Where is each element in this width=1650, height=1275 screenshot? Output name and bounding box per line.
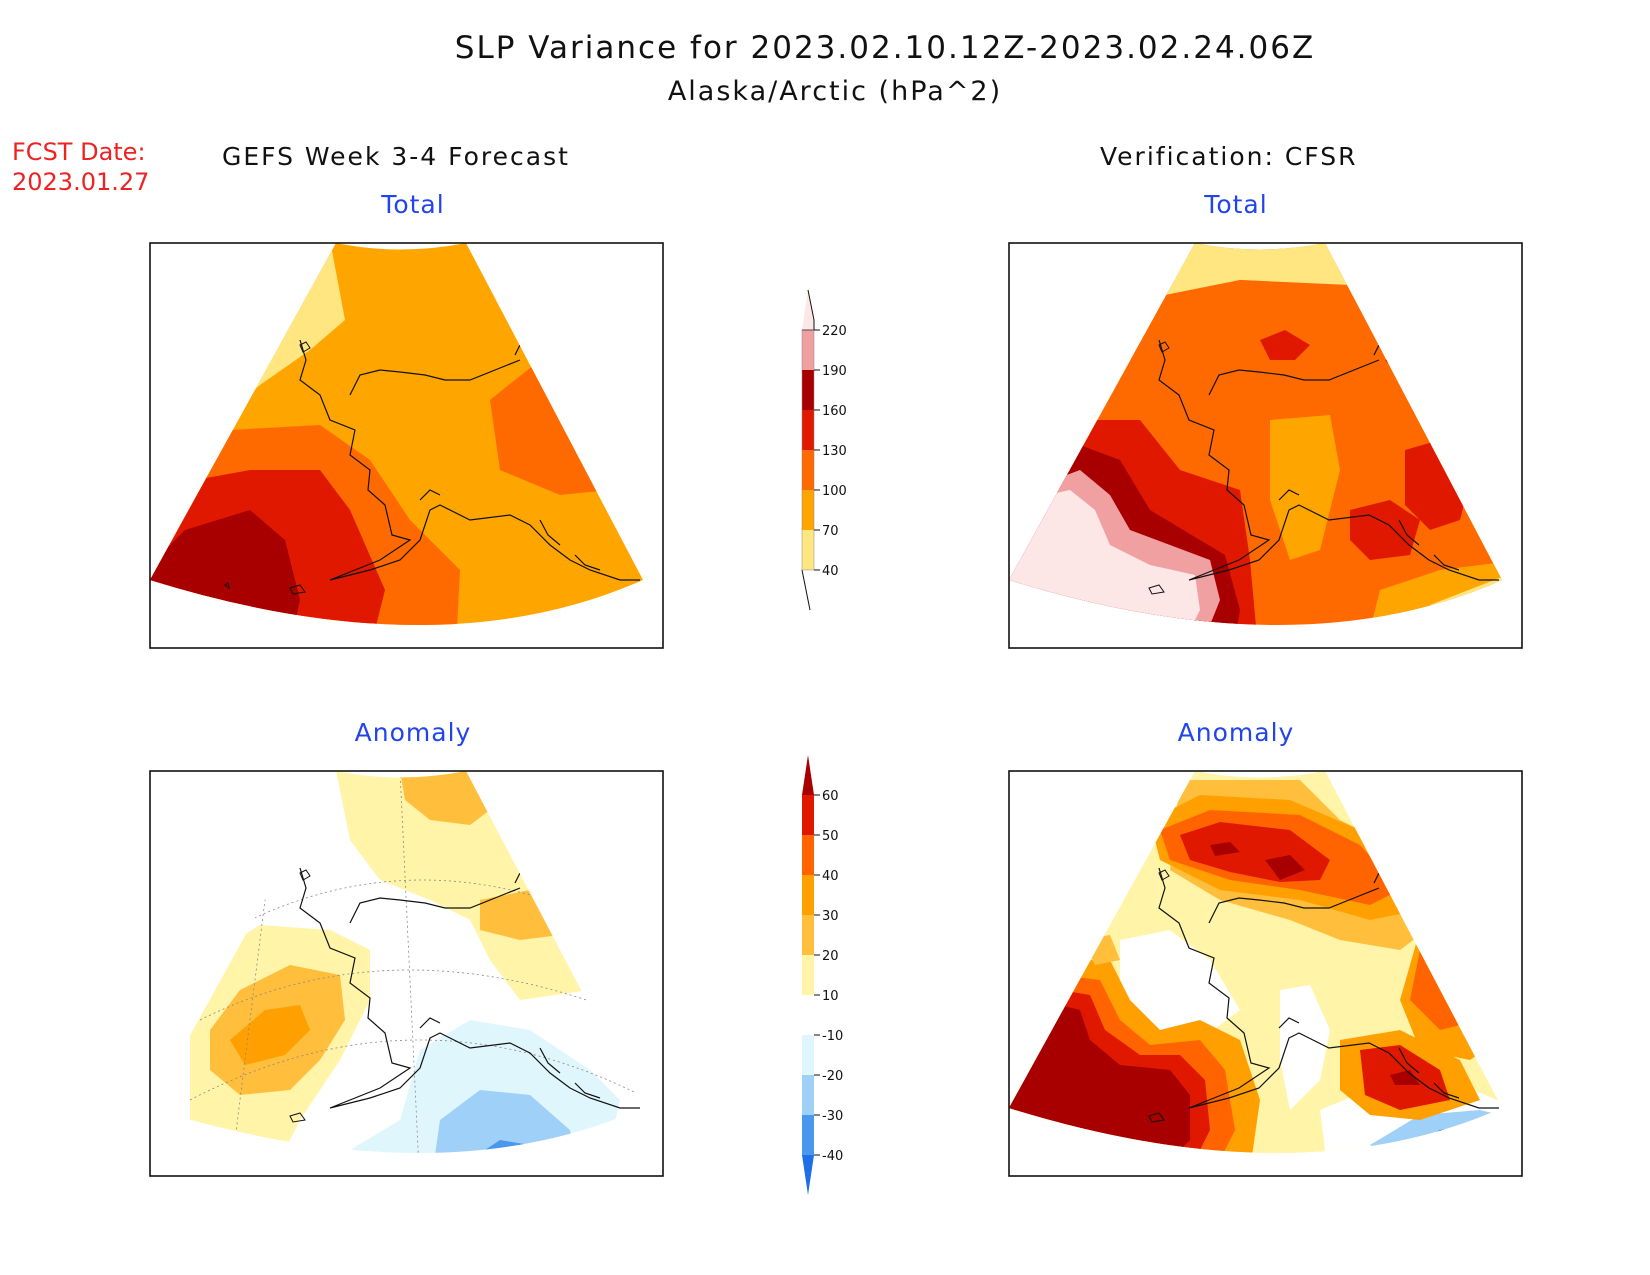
colorbar-tick-label: 190	[822, 364, 847, 379]
colorbar-swatch	[802, 490, 814, 530]
colorbar-tick-label: -20	[822, 1069, 843, 1084]
colorbar-swatch	[802, 450, 814, 490]
colorbar-tick-label: -30	[822, 1109, 843, 1124]
colorbar-tick-label: 130	[822, 444, 847, 459]
coastline	[299, 867, 640, 1109]
verification-anomaly-frame	[1008, 770, 1523, 1177]
forecast-total-frame	[149, 242, 664, 649]
fill-70-100-centre	[1270, 415, 1340, 560]
coastline	[1158, 867, 1499, 1109]
colorbar-tick-label: 100	[822, 484, 847, 499]
colorbar-tick-label: 40	[822, 869, 839, 884]
colorbar-top-arrow	[802, 289, 815, 331]
fill-130-160-north	[1260, 330, 1310, 360]
fill-20-30-north	[400, 771, 490, 825]
forecast-column-heading: GEFS Week 3-4 Forecast	[222, 142, 570, 171]
forecast-anomaly-frame	[149, 770, 664, 1177]
colorbar-swatch	[802, 1035, 814, 1075]
colorbar-tick-label: 30	[822, 909, 839, 924]
colorbar-swatch	[802, 1075, 814, 1115]
colorbar-tick-label: 160	[822, 404, 847, 419]
anomaly-colorbar: -40 -30 -20 -10 10 20 30 40 50 60	[802, 755, 843, 1195]
fill-minus20-minus30	[430, 1090, 580, 1153]
fill-10-20-north	[336, 771, 590, 1000]
verification-total-title: Total	[1204, 190, 1268, 219]
map-title: SLP Variance for 2023.02.10.12Z-2023.02.…	[454, 30, 1316, 66]
colorbar-swatch	[802, 835, 814, 875]
verification-anomaly-title: Anomaly	[1177, 718, 1295, 747]
verification-total-frame	[1008, 242, 1523, 649]
colorbar-swatch	[802, 795, 814, 835]
coastline	[1158, 339, 1499, 581]
colorbar-swatch	[802, 330, 814, 370]
colorbar-tick-label: 50	[822, 829, 839, 844]
colorbar-tick-label: 40	[822, 564, 839, 579]
colorbar-tick-label: 20	[822, 949, 839, 964]
colorbar-swatch	[802, 875, 814, 915]
colorbar-swatch	[802, 995, 814, 1035]
colorbar-tick-label: -40	[822, 1149, 843, 1164]
colorbar-swatch	[802, 955, 814, 995]
colorbar-swatch	[802, 915, 814, 955]
colorbar-tick-label: -10	[822, 1029, 843, 1044]
verification-anomaly-map	[1008, 770, 1523, 1177]
fill-30-40-west	[230, 1005, 310, 1065]
colorbar-tick-label: 10	[822, 989, 839, 1004]
colorbar-swatch	[802, 1115, 814, 1155]
forecast-anomaly-map	[149, 770, 664, 1177]
colorbar-tick-label: 60	[822, 789, 839, 804]
colorbar-swatch	[802, 410, 814, 450]
forecast-total-title: Total	[381, 190, 445, 219]
fill-minus10-10-centre	[1280, 985, 1330, 1110]
colorbar-bottom-arrow	[801, 569, 811, 611]
colorbar-tick-label: 70	[822, 524, 839, 539]
verification-total-map	[1008, 242, 1523, 649]
fill-100-130-east	[490, 360, 610, 495]
map-subtitle: Alaska/Arctic (hPa^2)	[667, 76, 1003, 107]
total-colorbar: 40 70 100 130 160 190 220	[801, 289, 847, 611]
forecast-anomaly-title: Anomaly	[354, 718, 472, 747]
colorbar-swatch	[802, 370, 814, 410]
forecast-total-map	[149, 242, 664, 649]
verification-column-heading: Verification: CFSR	[1100, 142, 1358, 171]
colorbar-bottom-arrow	[802, 1155, 814, 1195]
colorbar-swatch	[802, 530, 814, 570]
colorbar-top-arrow	[802, 755, 814, 795]
colorbar-tick-label: 220	[822, 324, 847, 339]
forecast-date-value: 2023.01.27	[12, 168, 150, 196]
coastline	[299, 339, 640, 581]
forecast-date-label: FCST Date:	[12, 138, 146, 166]
